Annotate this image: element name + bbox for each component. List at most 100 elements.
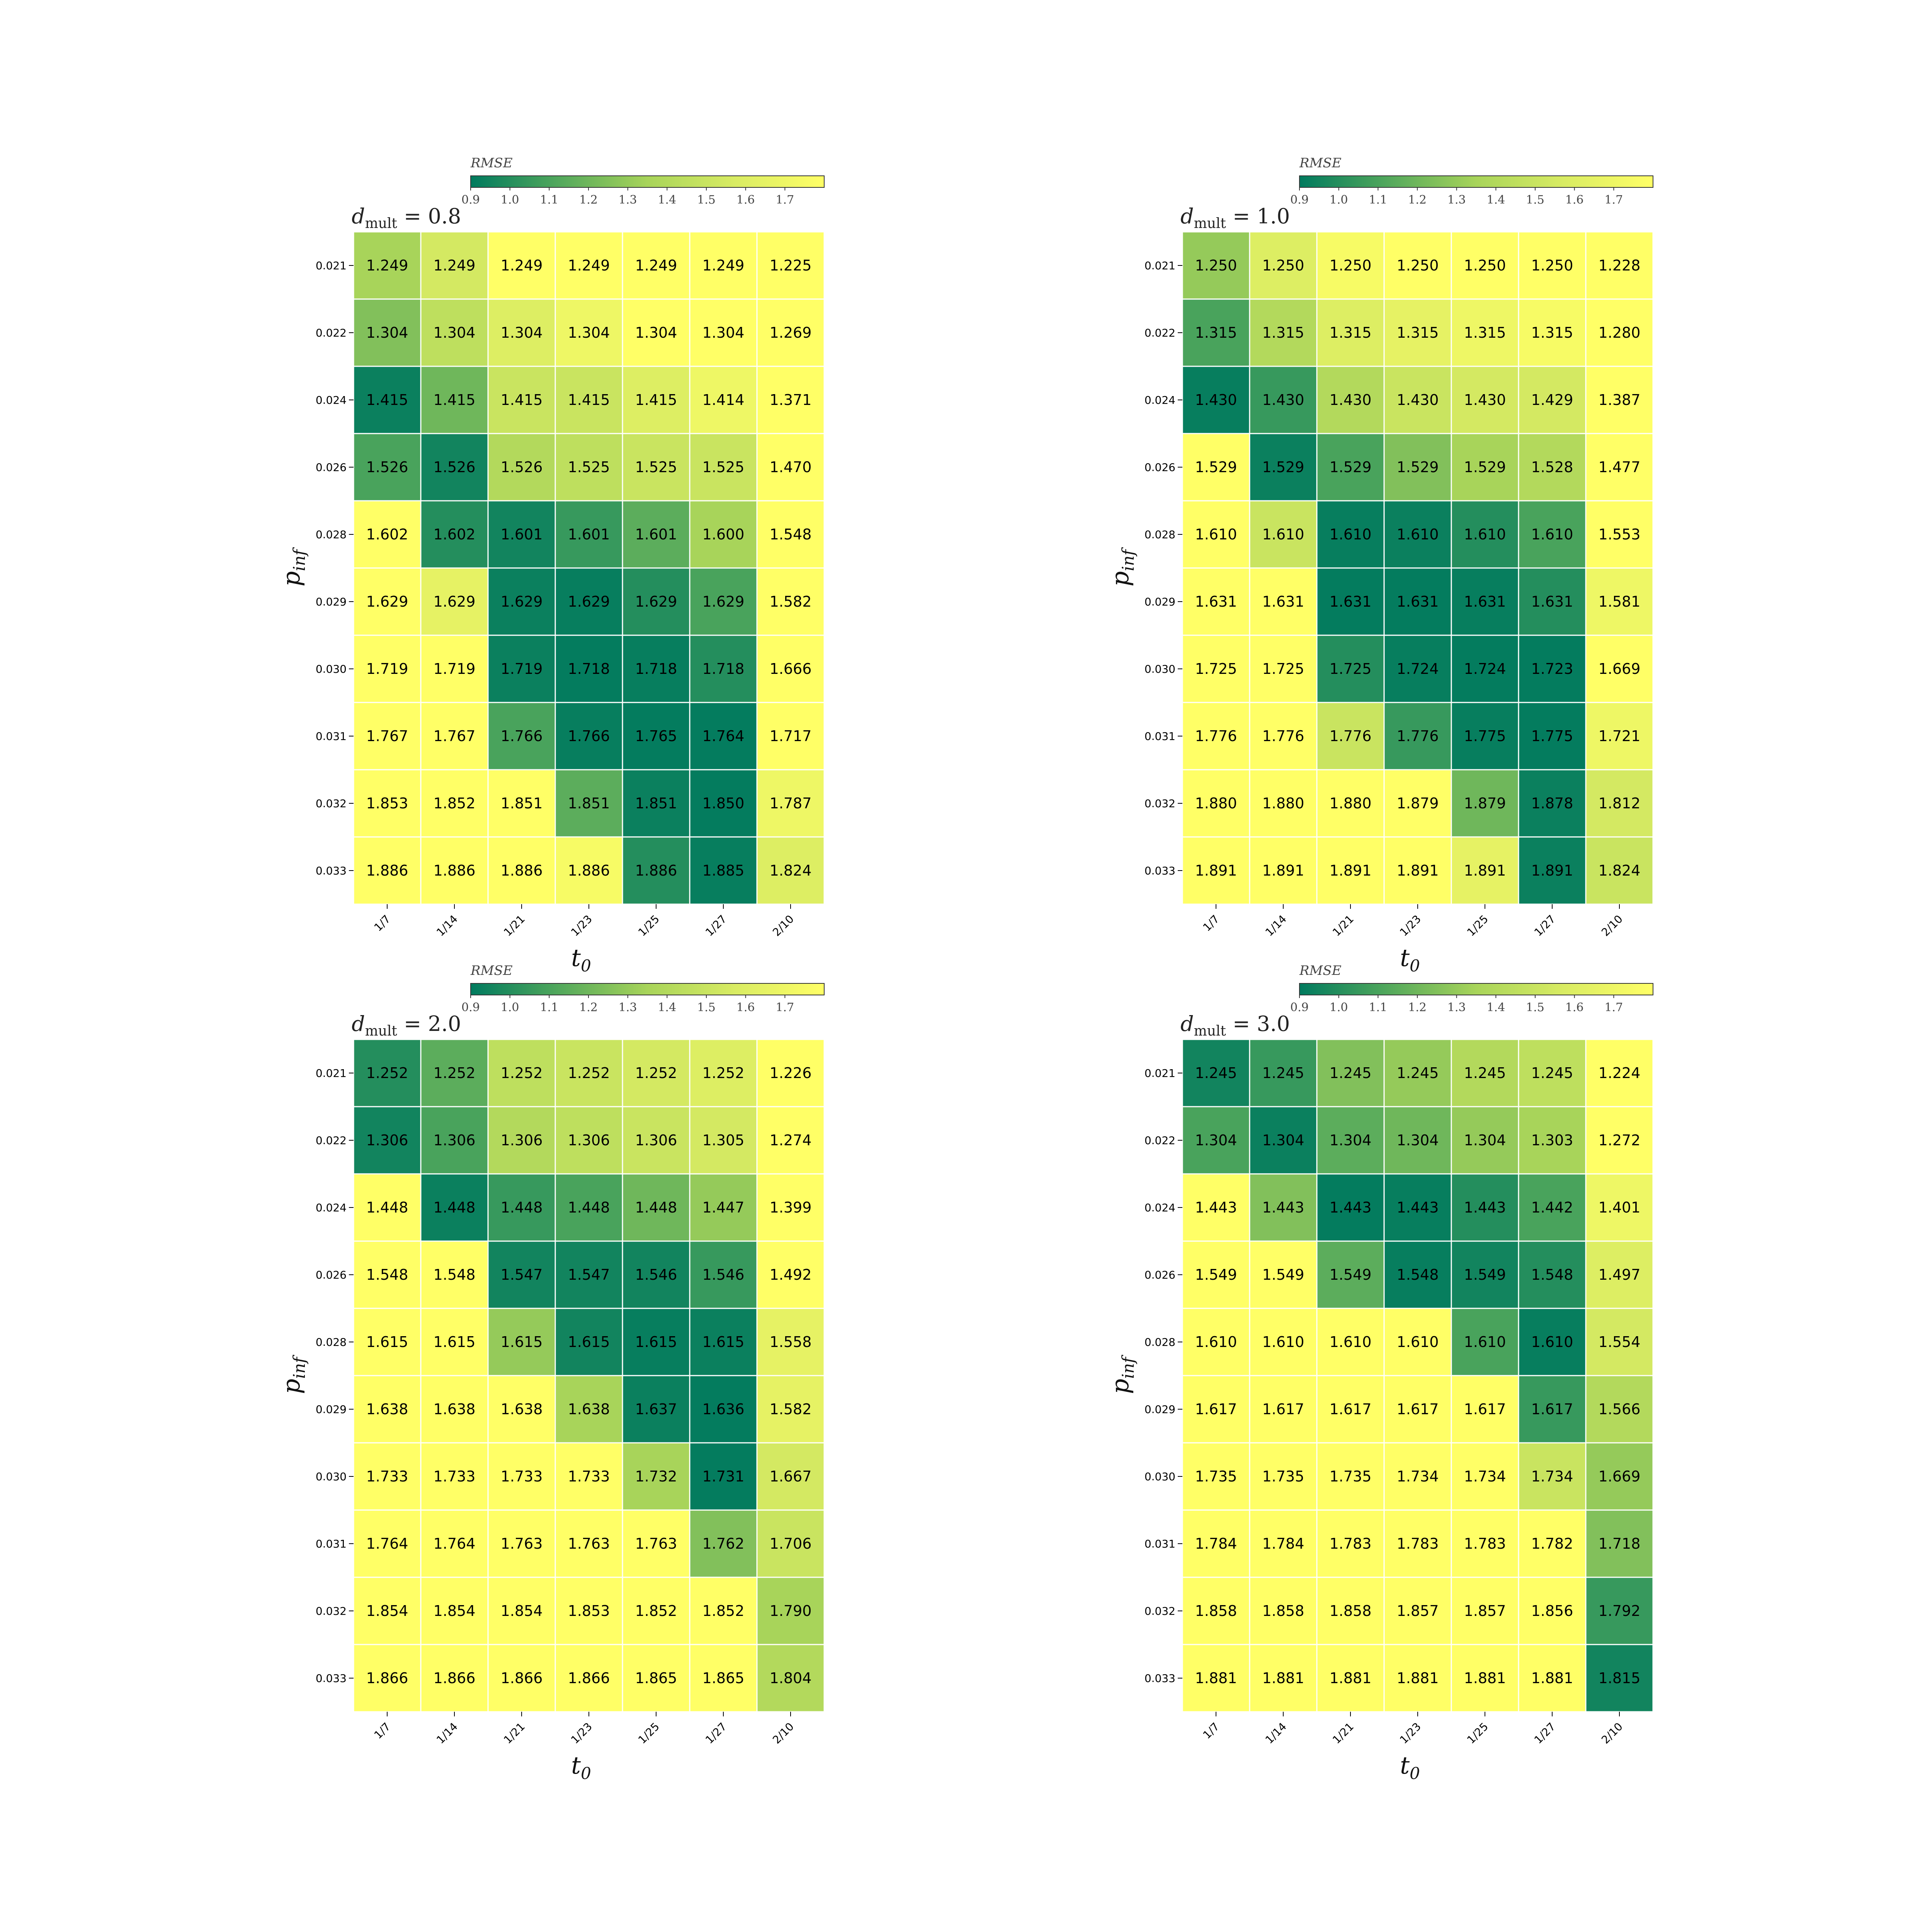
heatmap-cell	[420, 231, 489, 300]
heatmap-cell	[353, 1173, 422, 1242]
cell-value: 1.615	[702, 1333, 745, 1350]
cell-value: 1.250	[1330, 257, 1372, 274]
colorbar-tick-label: 1.7	[1604, 1001, 1623, 1014]
cell-value: 1.824	[770, 862, 812, 879]
heatmap-cell	[756, 1442, 825, 1511]
cell-value: 1.723	[1531, 660, 1573, 677]
heatmap-cell	[756, 567, 825, 636]
cell-value: 1.866	[434, 1670, 476, 1687]
y-tick-label: 0.033	[1145, 1672, 1175, 1685]
heatmap-cell	[1451, 1509, 1519, 1578]
cell-value: 1.306	[366, 1132, 408, 1149]
heatmap-cell	[1451, 231, 1519, 300]
heatmap-panel-4: 1.245 1.245 1.245 1.245 1.245 1.245 1.224 1.304…	[1106, 963, 1654, 1783]
heatmap-cell	[1585, 231, 1654, 300]
cell-value: 1.666	[770, 660, 812, 677]
heatmap-cell	[1249, 1039, 1318, 1107]
cell-value: 1.315	[1195, 324, 1237, 341]
x-tick-label: 1/21	[501, 913, 527, 939]
colorbar-tick-label: 1.6	[736, 1001, 755, 1014]
heatmap-cell	[554, 1106, 623, 1175]
colorbar: RMSE 0.9 1.0 1.1 1.2 1.3 1.4 1.5 1.6 1.7	[461, 155, 825, 207]
y-tick-label: 0.030	[316, 663, 347, 675]
heatmap-cell	[487, 1509, 556, 1578]
heatmap-cell	[689, 702, 758, 770]
heatmap-cell	[756, 836, 825, 905]
y-axis-label: pinf	[1106, 1355, 1138, 1394]
heatmap-cell	[1249, 433, 1318, 502]
heatmap-cell	[1182, 1375, 1250, 1444]
cell-value: 1.443	[1464, 1199, 1506, 1216]
cell-value: 1.252	[366, 1065, 408, 1082]
cell-value: 1.430	[1397, 391, 1439, 408]
heatmap-cell	[1585, 433, 1654, 502]
cell-value: 1.733	[501, 1468, 543, 1485]
cell-value: 1.601	[635, 526, 677, 543]
x-tick-label: 1/25	[636, 1720, 662, 1747]
cell-value: 1.853	[568, 1602, 610, 1619]
heatmap-cell	[1383, 298, 1452, 367]
heatmap-cell	[756, 1308, 825, 1376]
heatmap-cell	[1585, 1644, 1654, 1713]
cell-value: 1.783	[1464, 1535, 1506, 1552]
panel-title: dmult = 3.0	[1180, 1012, 1290, 1039]
cell-value: 1.252	[635, 1065, 677, 1082]
cell-value: 1.866	[501, 1670, 543, 1687]
cell-value: 1.767	[366, 728, 408, 745]
cell-value: 1.315	[1330, 324, 1372, 341]
cell-value: 1.414	[702, 391, 745, 408]
cell-value: 1.725	[1195, 660, 1237, 677]
heatmap-cell	[1316, 1644, 1385, 1713]
heatmap-cell	[1585, 1442, 1654, 1511]
heatmap-cell	[1182, 366, 1250, 434]
heatmap-cell	[689, 231, 758, 300]
x-tick-label: 1/25	[1464, 913, 1491, 939]
x-tick-label: 1/23	[568, 913, 595, 939]
y-tick-label: 0.030	[1145, 1470, 1175, 1483]
colorbar-tick-label: 1.0	[501, 193, 519, 207]
x-tick-label: 1/27	[703, 913, 729, 939]
cell-value: 1.245	[1195, 1065, 1237, 1082]
heatmap-cell	[622, 1509, 690, 1578]
heatmap-cell	[1182, 567, 1250, 636]
cell-value: 1.305	[702, 1132, 745, 1149]
cell-value: 1.735	[1262, 1468, 1304, 1485]
cell-value: 1.638	[568, 1401, 610, 1418]
heatmap-cell	[1585, 1577, 1654, 1645]
cell-value: 1.879	[1397, 795, 1439, 812]
cell-value: 1.304	[501, 324, 543, 341]
heatmap-cell	[1383, 836, 1452, 905]
colorbar-tick-label: 1.3	[1447, 1001, 1466, 1014]
cell-value: 1.249	[434, 257, 476, 274]
cell-value: 1.629	[501, 593, 543, 610]
colorbar-tick-label: 1.0	[1330, 1001, 1348, 1014]
colorbar-tick-label: 1.1	[540, 1001, 558, 1014]
cell-value: 1.610	[1195, 1333, 1237, 1350]
heatmap-cell	[1451, 1308, 1519, 1376]
cell-value: 1.304	[1397, 1132, 1439, 1149]
colorbar-tick-label: 1.1	[540, 193, 558, 207]
cell-value: 1.638	[501, 1401, 543, 1418]
y-tick-label: 0.031	[1145, 1537, 1175, 1550]
cell-value: 1.857	[1397, 1602, 1439, 1619]
cell-value: 1.245	[1531, 1065, 1573, 1082]
cell-value: 1.858	[1262, 1602, 1304, 1619]
y-tick-label: 0.033	[316, 864, 347, 877]
cell-value: 1.886	[366, 862, 408, 879]
cell-value: 1.631	[1262, 593, 1304, 610]
colorbar-tick-label: 1.0	[501, 1001, 519, 1014]
heatmap-cell	[689, 634, 758, 703]
heatmap-panel-3: 1.252 1.252 1.252 1.252 1.252 1.252 1.226 1.306…	[277, 963, 825, 1783]
colorbar-tick-label: 1.6	[1565, 193, 1584, 207]
cell-value: 1.315	[1531, 324, 1573, 341]
cell-value: 1.443	[1262, 1199, 1304, 1216]
heatmap-cell	[487, 634, 556, 703]
cell-value: 1.610	[1531, 526, 1573, 543]
cell-value: 1.776	[1330, 728, 1372, 745]
heatmap-cell	[756, 1577, 825, 1645]
heatmap-cell	[1249, 231, 1318, 300]
cell-value: 1.762	[702, 1535, 745, 1552]
y-tick-label: 0.028	[316, 1336, 347, 1349]
cell-value: 1.448	[366, 1199, 408, 1216]
heatmap-cell	[1249, 1577, 1318, 1645]
